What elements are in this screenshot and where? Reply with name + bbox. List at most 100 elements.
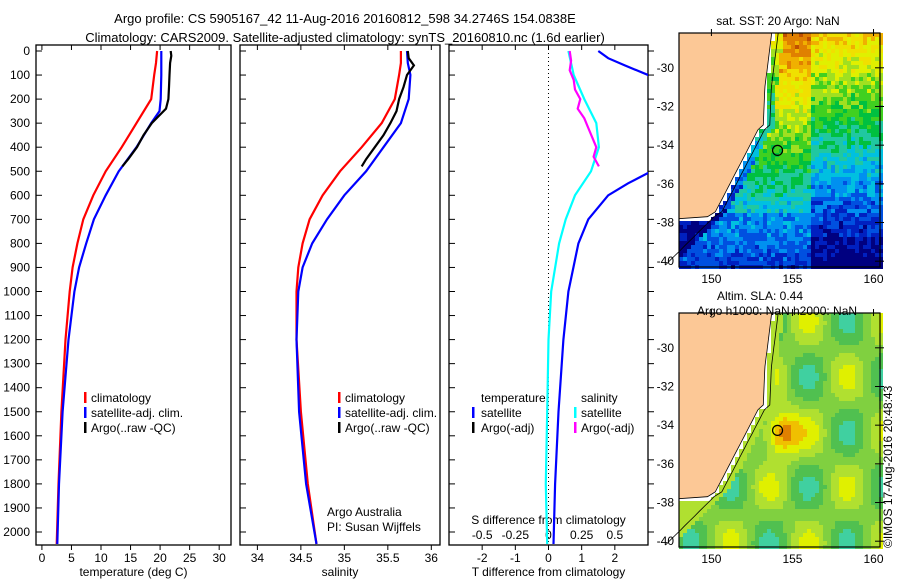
map-cell: [787, 473, 791, 477]
map-cell: [803, 325, 807, 329]
map-cell: [855, 381, 859, 385]
map-cell: [783, 325, 787, 329]
map-cell: [779, 397, 783, 401]
map-cell: [807, 221, 811, 225]
map-cell: [783, 33, 787, 37]
map-cell: [847, 57, 851, 61]
map-cell: [767, 181, 771, 185]
map-cell: [875, 493, 879, 497]
map-cell: [827, 153, 831, 157]
map-cell: [795, 173, 799, 177]
map-cell: [839, 417, 843, 421]
map-cell: [827, 341, 831, 345]
map-cell: [871, 117, 875, 121]
map-cell: [787, 481, 791, 485]
map-cell: [787, 141, 791, 145]
map-cell: [815, 137, 819, 141]
map-cell: [791, 249, 795, 253]
map-cell: [811, 93, 815, 97]
map-cell: [719, 533, 723, 537]
map-cell: [847, 389, 851, 393]
map-cell: [823, 213, 827, 217]
map-cell: [839, 257, 843, 261]
map-cell: [871, 537, 875, 541]
map-cell: [767, 141, 771, 145]
map-cell: [831, 373, 835, 377]
map-cell: [827, 417, 831, 421]
map-cell: [707, 233, 711, 237]
map-cell: [795, 457, 799, 461]
map-cell: [839, 433, 843, 437]
map-cell: [811, 425, 815, 429]
map-cell: [799, 397, 803, 401]
map-cell: [827, 429, 831, 433]
map-cell: [799, 321, 803, 325]
map-cell: [859, 469, 863, 473]
map-cell: [799, 85, 803, 89]
map-cell: [867, 193, 871, 197]
map-cell: [795, 345, 799, 349]
map-cell: [775, 85, 779, 89]
map-cell: [811, 357, 815, 361]
map-cell: [851, 441, 855, 445]
map-cell: [779, 101, 783, 105]
depth-tick-label: 100: [10, 68, 30, 82]
map-cell: [743, 257, 747, 261]
map-cell: [851, 65, 855, 69]
map-cell: [783, 161, 787, 165]
map-cell: [847, 205, 851, 209]
map-cell: [835, 525, 839, 529]
map-cell: [835, 233, 839, 237]
map-cell: [763, 541, 767, 545]
map-cell: [803, 341, 807, 345]
map-cell: [803, 369, 807, 373]
map-cell: [807, 429, 811, 433]
map-cell: [867, 125, 871, 129]
map-cell: [875, 85, 879, 89]
map-cell: [847, 345, 851, 349]
map-cell: [839, 141, 843, 145]
map-cell: [723, 505, 727, 509]
map-cell: [879, 505, 883, 509]
map-cell: [679, 517, 683, 521]
map-cell: [879, 249, 883, 253]
map-cell: [775, 377, 779, 381]
map-cell: [827, 321, 831, 325]
map-cell: [779, 221, 783, 225]
map-cell: [783, 537, 787, 541]
map-cell: [843, 173, 847, 177]
map-cell: [867, 173, 871, 177]
map-cell: [831, 89, 835, 93]
map-cell: [715, 257, 719, 261]
map-cell: [799, 325, 803, 329]
map-cell: [863, 441, 867, 445]
map-cell: [783, 313, 787, 317]
map-cell: [879, 85, 883, 89]
map-cell: [823, 533, 827, 537]
map-cell: [727, 509, 731, 513]
legend-marker: [338, 422, 341, 433]
map-cell: [787, 45, 791, 49]
map-cell: [791, 225, 795, 229]
map-cell: [735, 509, 739, 513]
map-cell: [783, 409, 787, 413]
map-cell: [787, 193, 791, 197]
map-cell: [687, 533, 691, 537]
map-cell: [771, 325, 775, 329]
map-cell: [843, 537, 847, 541]
map-cell: [779, 93, 783, 97]
map-cell: [727, 225, 731, 229]
map-cell: [823, 441, 827, 445]
map-cell: [787, 205, 791, 209]
map-cell: [771, 101, 775, 105]
map-cell: [811, 45, 815, 49]
map-cell: [723, 217, 727, 221]
map-cell: [795, 389, 799, 393]
map-cell: [839, 437, 843, 441]
map-cell: [815, 485, 819, 489]
map-cell: [843, 445, 847, 449]
map-cell: [783, 529, 787, 533]
map-cell: [819, 353, 823, 357]
map-cell: [727, 521, 731, 525]
map-cell: [839, 229, 843, 233]
